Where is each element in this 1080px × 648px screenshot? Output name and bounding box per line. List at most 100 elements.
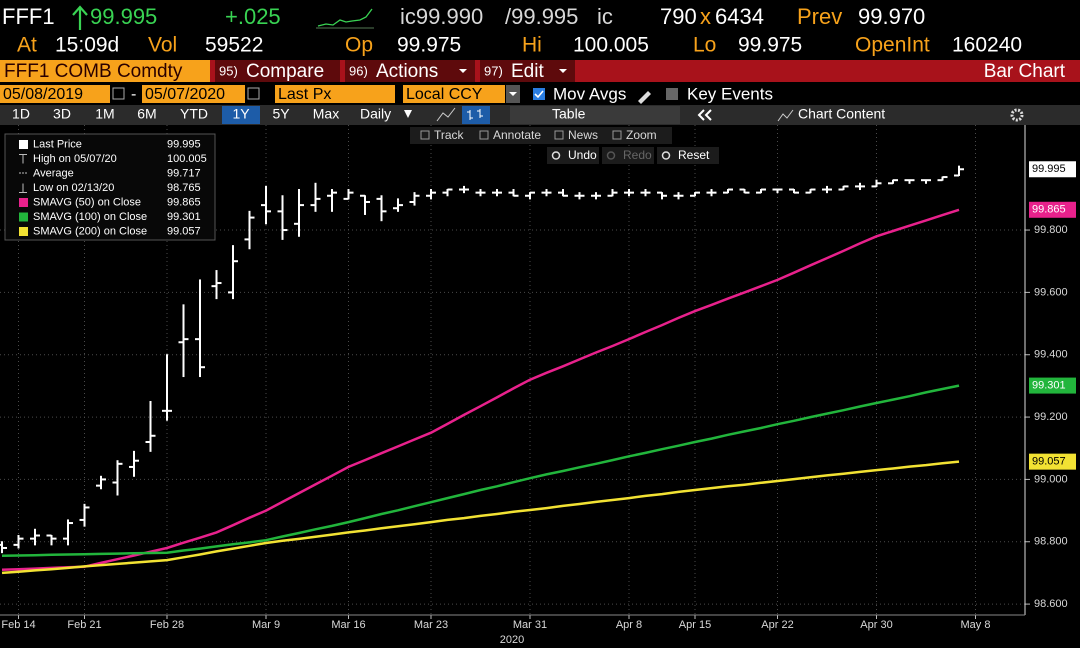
chart-content-label[interactable]: Chart Content [798, 106, 885, 122]
period-button[interactable]: 6M [137, 106, 156, 122]
quote-field: 15:09d [55, 34, 119, 57]
quote-field: 160240 [952, 34, 1022, 57]
chart-tool[interactable]: Zoom [626, 128, 657, 142]
chart-tools-bg [410, 127, 672, 144]
quote-field: Op [345, 34, 373, 57]
quote-field: 100.005 [573, 34, 649, 57]
legend-label: SMAVG (50) on Close [33, 196, 141, 208]
legend-box [4, 133, 216, 241]
x-tick-label: Apr 8 [616, 619, 642, 631]
chart-tool[interactable]: Track [434, 128, 465, 142]
security-field[interactable] [0, 60, 210, 82]
period-button[interactable]: 1Y [232, 106, 250, 122]
last-value-label: 99.995 [1032, 163, 1066, 175]
legend-value: 99.865 [167, 196, 201, 208]
x-axis-label: 2020 [500, 634, 524, 646]
collapse-icon[interactable] [697, 109, 712, 121]
period-button[interactable]: YTD [180, 106, 208, 122]
legend-icon [19, 154, 27, 164]
calendar-icon [112, 87, 125, 100]
edit-icon [606, 151, 616, 160]
ask-source: ic [597, 4, 613, 29]
mov-avgs-checkbox[interactable] [533, 88, 545, 100]
legend-value: 100.005 [167, 153, 207, 165]
legend-swatch [19, 198, 28, 207]
quote-field: At [17, 34, 37, 57]
bar-type-button[interactable] [462, 106, 490, 124]
y-tick-label: 99.000 [1034, 473, 1068, 485]
x-tick-label: Apr 30 [860, 619, 892, 631]
moving-average-line [1, 460, 960, 575]
period-button[interactable]: 1D [12, 106, 30, 122]
y-tick-label: 98.800 [1034, 536, 1068, 548]
x-tick-label: Apr 22 [761, 619, 793, 631]
y-tick-label: 99.200 [1034, 411, 1068, 423]
last-value-label: 99.865 [1032, 204, 1066, 216]
edit-icon [661, 151, 671, 160]
x-tick-label: Feb 21 [67, 619, 101, 631]
legend-icon [19, 183, 27, 193]
chart-type-icon[interactable] [436, 107, 456, 122]
moving-average-line [1, 208, 960, 572]
end-date-box[interactable] [142, 85, 245, 103]
x-tick-label: Mar 16 [331, 619, 365, 631]
legend-value: 99.301 [167, 211, 201, 223]
period-button[interactable]: 1M [95, 106, 114, 122]
ask-size: 6434 [715, 4, 764, 29]
field-select-box[interactable] [275, 85, 395, 103]
prev-close: 99.970 [858, 4, 925, 29]
menu-button[interactable] [215, 60, 340, 82]
calendar-icon [247, 87, 260, 100]
legend-value: 99.717 [167, 167, 201, 179]
legend-swatch [19, 212, 28, 222]
pencil-icon[interactable] [638, 91, 651, 104]
prev-label: Prev [797, 4, 842, 29]
y-tick-label: 99.600 [1034, 286, 1068, 298]
tool-icon [420, 130, 430, 140]
period-button[interactable]: 5Y [272, 106, 290, 122]
edit-button[interactable] [657, 147, 719, 164]
edit-icon [551, 151, 561, 160]
period-button[interactable]: 3D [53, 106, 71, 122]
period-button[interactable]: Max [313, 106, 339, 122]
x-tick-label: Mar 9 [252, 619, 280, 631]
view-name: Bar Chart [984, 61, 1066, 82]
dropdown-arrow [459, 69, 467, 73]
legend-value: 98.765 [167, 182, 201, 194]
start-date: 05/08/2019 [3, 86, 83, 103]
menu-button[interactable] [345, 60, 475, 82]
menu-label: Compare [246, 61, 324, 82]
last-value-label: 99.057 [1032, 456, 1066, 468]
moving-average-line [1, 384, 960, 558]
dropdown-arrow [559, 69, 567, 73]
menu-button[interactable] [480, 60, 575, 82]
tool-icon [479, 130, 489, 140]
quote-field: 99.975 [738, 34, 802, 57]
chart-tool[interactable]: Annotate [493, 128, 541, 142]
table-button[interactable] [510, 106, 680, 124]
legend-label: SMAVG (200) on Close [33, 225, 147, 237]
field-select: Last Px [278, 86, 331, 103]
legend-label: Average [33, 167, 74, 179]
edit-button[interactable] [547, 147, 599, 164]
settings-icon[interactable] [1010, 108, 1024, 122]
last-value-tag [1029, 201, 1076, 218]
start-date-box[interactable] [0, 85, 110, 103]
key-events-label: Key Events [687, 84, 773, 103]
mov-avgs-label: Mov Avgs [553, 84, 626, 103]
last-value-tag [1029, 377, 1076, 394]
end-date: 05/07/2020 [145, 86, 225, 103]
chart-tool[interactable]: News [568, 128, 598, 142]
menu-number: 96) [349, 63, 368, 78]
currency-select-box[interactable] [403, 85, 505, 103]
ticker: FFF1 [2, 4, 55, 29]
bid-size: 790 [660, 4, 697, 29]
quote-field: 59522 [205, 34, 263, 57]
frequency-select[interactable]: Daily [360, 106, 391, 122]
dropdown-arrow [509, 92, 517, 96]
key-events-checkbox[interactable] [666, 88, 678, 100]
edit-button[interactable] [602, 147, 654, 164]
up-arrow-icon [72, 5, 88, 30]
y-tick-label: 99.800 [1034, 224, 1068, 236]
